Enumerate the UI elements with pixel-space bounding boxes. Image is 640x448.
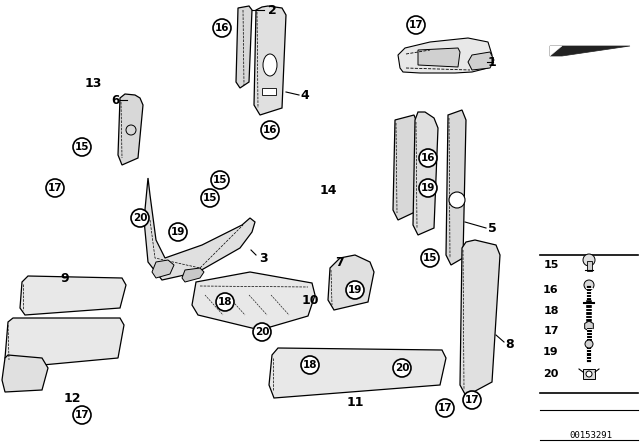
Circle shape: [73, 406, 91, 424]
Text: 13: 13: [84, 77, 102, 90]
Text: 7: 7: [335, 255, 344, 268]
Circle shape: [131, 209, 149, 227]
Text: 17: 17: [543, 326, 559, 336]
Circle shape: [585, 340, 593, 348]
Polygon shape: [468, 52, 494, 70]
Text: 16: 16: [543, 285, 559, 295]
Polygon shape: [393, 115, 418, 220]
Text: 17: 17: [48, 183, 62, 193]
Text: 17: 17: [75, 410, 90, 420]
Circle shape: [201, 189, 219, 207]
Text: 16: 16: [263, 125, 277, 135]
Text: 9: 9: [61, 271, 69, 284]
Circle shape: [419, 149, 437, 167]
Text: 1: 1: [488, 56, 497, 69]
Polygon shape: [118, 94, 143, 165]
Polygon shape: [269, 348, 446, 398]
Text: 20: 20: [132, 213, 147, 223]
Polygon shape: [5, 318, 124, 368]
Circle shape: [261, 121, 279, 139]
Circle shape: [421, 249, 439, 267]
Polygon shape: [328, 255, 374, 310]
Ellipse shape: [263, 54, 277, 76]
Text: 15: 15: [203, 193, 217, 203]
Circle shape: [253, 323, 271, 341]
Circle shape: [449, 192, 465, 208]
Polygon shape: [398, 38, 492, 73]
Circle shape: [211, 171, 229, 189]
Text: 15: 15: [543, 260, 559, 270]
Text: 14: 14: [319, 184, 337, 197]
Text: 10: 10: [301, 293, 319, 306]
Text: 3: 3: [259, 251, 268, 264]
Bar: [586, 261, 591, 271]
Circle shape: [419, 179, 437, 197]
Bar: [583, 369, 595, 379]
Circle shape: [213, 19, 231, 37]
Circle shape: [586, 371, 592, 377]
Circle shape: [407, 16, 425, 34]
Text: 4: 4: [301, 89, 309, 102]
Circle shape: [393, 359, 411, 377]
Text: 18: 18: [303, 360, 317, 370]
Polygon shape: [550, 46, 630, 56]
Polygon shape: [460, 240, 500, 396]
Polygon shape: [192, 272, 315, 330]
Polygon shape: [254, 6, 286, 115]
Text: 00153291: 00153291: [570, 431, 612, 439]
Circle shape: [436, 399, 454, 417]
Circle shape: [216, 293, 234, 311]
Text: 19: 19: [348, 285, 362, 295]
Text: 15: 15: [212, 175, 227, 185]
Circle shape: [301, 356, 319, 374]
Polygon shape: [446, 110, 466, 265]
Polygon shape: [182, 268, 204, 282]
Circle shape: [46, 179, 64, 197]
Text: 16: 16: [215, 23, 229, 33]
Text: 18: 18: [218, 297, 232, 307]
Text: 20: 20: [255, 327, 269, 337]
Text: 12: 12: [63, 392, 81, 405]
Text: 6: 6: [111, 94, 119, 107]
Polygon shape: [550, 46, 562, 56]
Text: 15: 15: [75, 142, 89, 152]
Circle shape: [346, 281, 364, 299]
Text: 19: 19: [171, 227, 185, 237]
Circle shape: [583, 254, 595, 266]
Text: 15: 15: [423, 253, 437, 263]
Polygon shape: [236, 6, 252, 88]
Text: 19: 19: [421, 183, 435, 193]
Text: 8: 8: [506, 339, 515, 352]
Text: 16: 16: [420, 153, 435, 163]
Text: 5: 5: [488, 221, 497, 234]
Text: 17: 17: [465, 395, 479, 405]
Polygon shape: [262, 88, 276, 95]
Text: 17: 17: [438, 403, 452, 413]
Circle shape: [463, 391, 481, 409]
Circle shape: [169, 223, 187, 241]
Polygon shape: [2, 355, 48, 392]
Polygon shape: [418, 48, 460, 67]
Text: 11: 11: [346, 396, 364, 409]
Circle shape: [584, 280, 594, 290]
Text: 2: 2: [268, 4, 276, 17]
Circle shape: [73, 138, 91, 156]
Text: 19: 19: [543, 347, 559, 357]
Text: 18: 18: [543, 306, 559, 316]
Text: 20: 20: [543, 369, 559, 379]
Text: 20: 20: [395, 363, 409, 373]
Polygon shape: [20, 276, 126, 315]
Polygon shape: [152, 260, 174, 278]
Polygon shape: [144, 178, 255, 280]
Polygon shape: [585, 321, 593, 331]
Text: 17: 17: [409, 20, 423, 30]
Polygon shape: [413, 112, 438, 235]
